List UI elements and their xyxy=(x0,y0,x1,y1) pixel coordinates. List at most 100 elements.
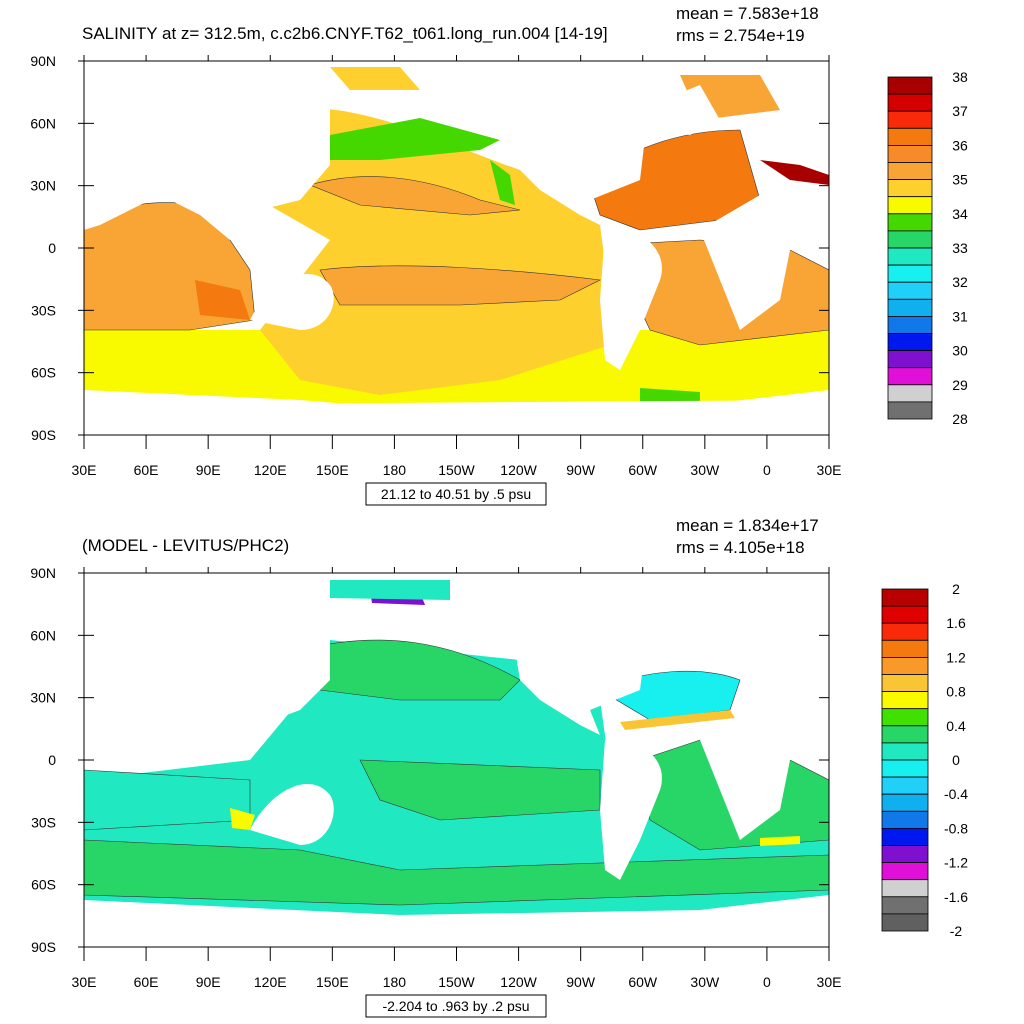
bottom-south-pacific-green xyxy=(359,759,601,821)
top-colorbar-swatch xyxy=(887,333,933,352)
top-colorbar-label: 36 xyxy=(952,137,968,153)
bottom-lon-label: 180 xyxy=(383,974,407,990)
top-contour-info: 21.12 to 40.51 by .5 psu xyxy=(381,486,531,502)
top-colorbar-label: 34 xyxy=(952,206,968,222)
bottom-yellow-patch-2 xyxy=(760,836,800,846)
top-north-pacific-tongue xyxy=(309,176,521,216)
top-mediterranean xyxy=(760,160,829,185)
bottom-colorbar-label: 1.2 xyxy=(946,649,966,665)
bottom-lon-label: 30E xyxy=(817,974,842,990)
bottom-lon-label: 90E xyxy=(196,974,221,990)
top-lon-label: 150W xyxy=(438,462,475,478)
bottom-lon-label: 30E xyxy=(72,974,97,990)
bottom-land-south-america xyxy=(600,739,662,880)
top-colorbar-swatch xyxy=(887,162,933,181)
bottom-lon-label: 0 xyxy=(763,974,771,990)
bottom-lon-label: 90W xyxy=(566,974,596,990)
top-lat-label: 60S xyxy=(31,365,56,381)
bottom-lat-label: 60N xyxy=(30,627,56,643)
top-land-africa xyxy=(700,190,829,330)
bottom-lat-label: 60S xyxy=(31,877,56,893)
top-lat-label: 30S xyxy=(31,302,56,318)
bottom-lon-label: 150E xyxy=(316,974,349,990)
top-colorbar-swatch xyxy=(887,401,933,420)
bottom-colorbar-swatch xyxy=(881,622,929,641)
bottom-mean: mean = 1.834e+17 xyxy=(676,516,819,535)
bottom-lon-label: 30W xyxy=(690,974,720,990)
bottom-colorbar-swatch xyxy=(881,657,929,675)
bottom-axes: 90N 60N 30N 0 30S 60S 90S 30E 60E 90E 120E 150E 180 1… xyxy=(30,565,841,990)
bottom-lon-label: 60E xyxy=(134,974,159,990)
top-colorbar-swatch xyxy=(887,281,933,300)
bottom-colorbar-swatch xyxy=(881,639,929,658)
top-lat-label: 90N xyxy=(30,53,56,69)
top-lon-label: 120W xyxy=(500,462,537,478)
bottom-land-antarctica xyxy=(84,912,829,947)
top-colorbar-swatch xyxy=(887,367,933,386)
top-land-australia xyxy=(250,273,334,330)
bottom-title: (MODEL - LEVITUS/PHC2) xyxy=(82,536,289,555)
bottom-land-north-america xyxy=(510,608,650,735)
bottom-colorbar-swatch xyxy=(881,759,929,778)
bottom-colorbar-swatch xyxy=(881,742,929,761)
top-colorbar-swatch xyxy=(887,110,933,129)
bottom-indian-cyan xyxy=(84,769,251,831)
bottom-southern-band xyxy=(84,839,829,906)
bottom-land-eurasia xyxy=(84,600,330,750)
bottom-lat-label: 30S xyxy=(31,814,56,830)
bottom-contour-info-box: -2.204 to .963 by .2 psu xyxy=(365,994,547,1018)
bottom-north-pacific-green xyxy=(299,639,521,701)
top-colorbar-swatch xyxy=(887,76,933,95)
top-colorbar-label: 35 xyxy=(952,172,968,188)
bottom-colorbar-swatch xyxy=(881,793,929,812)
bottom-lon-label: 120W xyxy=(500,974,537,990)
top-lat-label: 30N xyxy=(30,178,56,194)
top-map xyxy=(84,61,829,435)
top-map-frame xyxy=(83,60,830,436)
bottom-colorbar-swatch xyxy=(881,879,929,898)
top-colorbar-swatch xyxy=(887,144,933,163)
top-colorbar-swatch xyxy=(887,350,933,369)
top-colorbar-label: 28 xyxy=(952,411,968,427)
top-land-south-america xyxy=(600,229,662,370)
top-colorbar-swatch xyxy=(887,196,933,215)
bottom-lon-label: 150W xyxy=(438,974,475,990)
bottom-gulf-stream xyxy=(620,710,735,730)
top-lat-label: 60N xyxy=(30,115,56,131)
top-alaska-green xyxy=(490,160,515,205)
top-colorbar-label: 38 xyxy=(952,69,968,85)
top-colorbar-label: 31 xyxy=(952,308,968,324)
bottom-colorbar-swatch xyxy=(881,605,929,624)
bottom-lat-label: 30N xyxy=(30,690,56,706)
bottom-colorbar-label: -2 xyxy=(950,923,963,939)
top-lon-label: 30E xyxy=(817,462,842,478)
bottom-colorbar-label: 2 xyxy=(952,581,960,597)
top-lon-label: 30W xyxy=(690,462,720,478)
bottom-colorbar-label: 1.6 xyxy=(946,615,966,631)
bottom-colorbar-swatch xyxy=(881,725,929,744)
top-lon-label: 180 xyxy=(383,462,407,478)
top-title: SALINITY at z= 312.5m, c.c2b6.CNYF.T62_t… xyxy=(82,24,608,43)
bottom-colorbar-swatch xyxy=(881,896,929,915)
top-lat-label: 0 xyxy=(48,240,56,256)
bottom-arctic-cyan xyxy=(330,580,450,600)
top-land-greenland xyxy=(650,85,720,135)
top-lon-label: 30E xyxy=(72,462,97,478)
bottom-colorbar-swatch xyxy=(881,828,929,846)
bottom-land-africa xyxy=(700,700,829,840)
bottom-colorbar-label: 0 xyxy=(952,752,960,768)
bottom-lat-label: 90S xyxy=(31,939,56,955)
top-colorbar-swatch xyxy=(887,315,933,334)
top-colorbar-swatch xyxy=(887,213,933,232)
bottom-colorbar-swatch xyxy=(881,845,929,864)
bottom-colorbar-swatch xyxy=(881,588,929,607)
bottom-colorbar-swatch xyxy=(881,708,929,727)
top-axes: 90N 60N 30N 0 30S 60S 90S 30E 60E 90E 120E 150E 180 1… xyxy=(30,53,841,478)
top-colorbar-label: 32 xyxy=(952,274,968,290)
top-colorbar: 38 37 36 35 34 33 32 31 30 29 28 xyxy=(887,69,968,427)
bottom-lat-label: 0 xyxy=(48,752,56,768)
top-lon-label: 150E xyxy=(316,462,349,478)
top-contour-info-box: 21.12 to 40.51 by .5 psu xyxy=(365,482,547,506)
top-rms: rms = 2.754e+19 xyxy=(676,26,805,45)
